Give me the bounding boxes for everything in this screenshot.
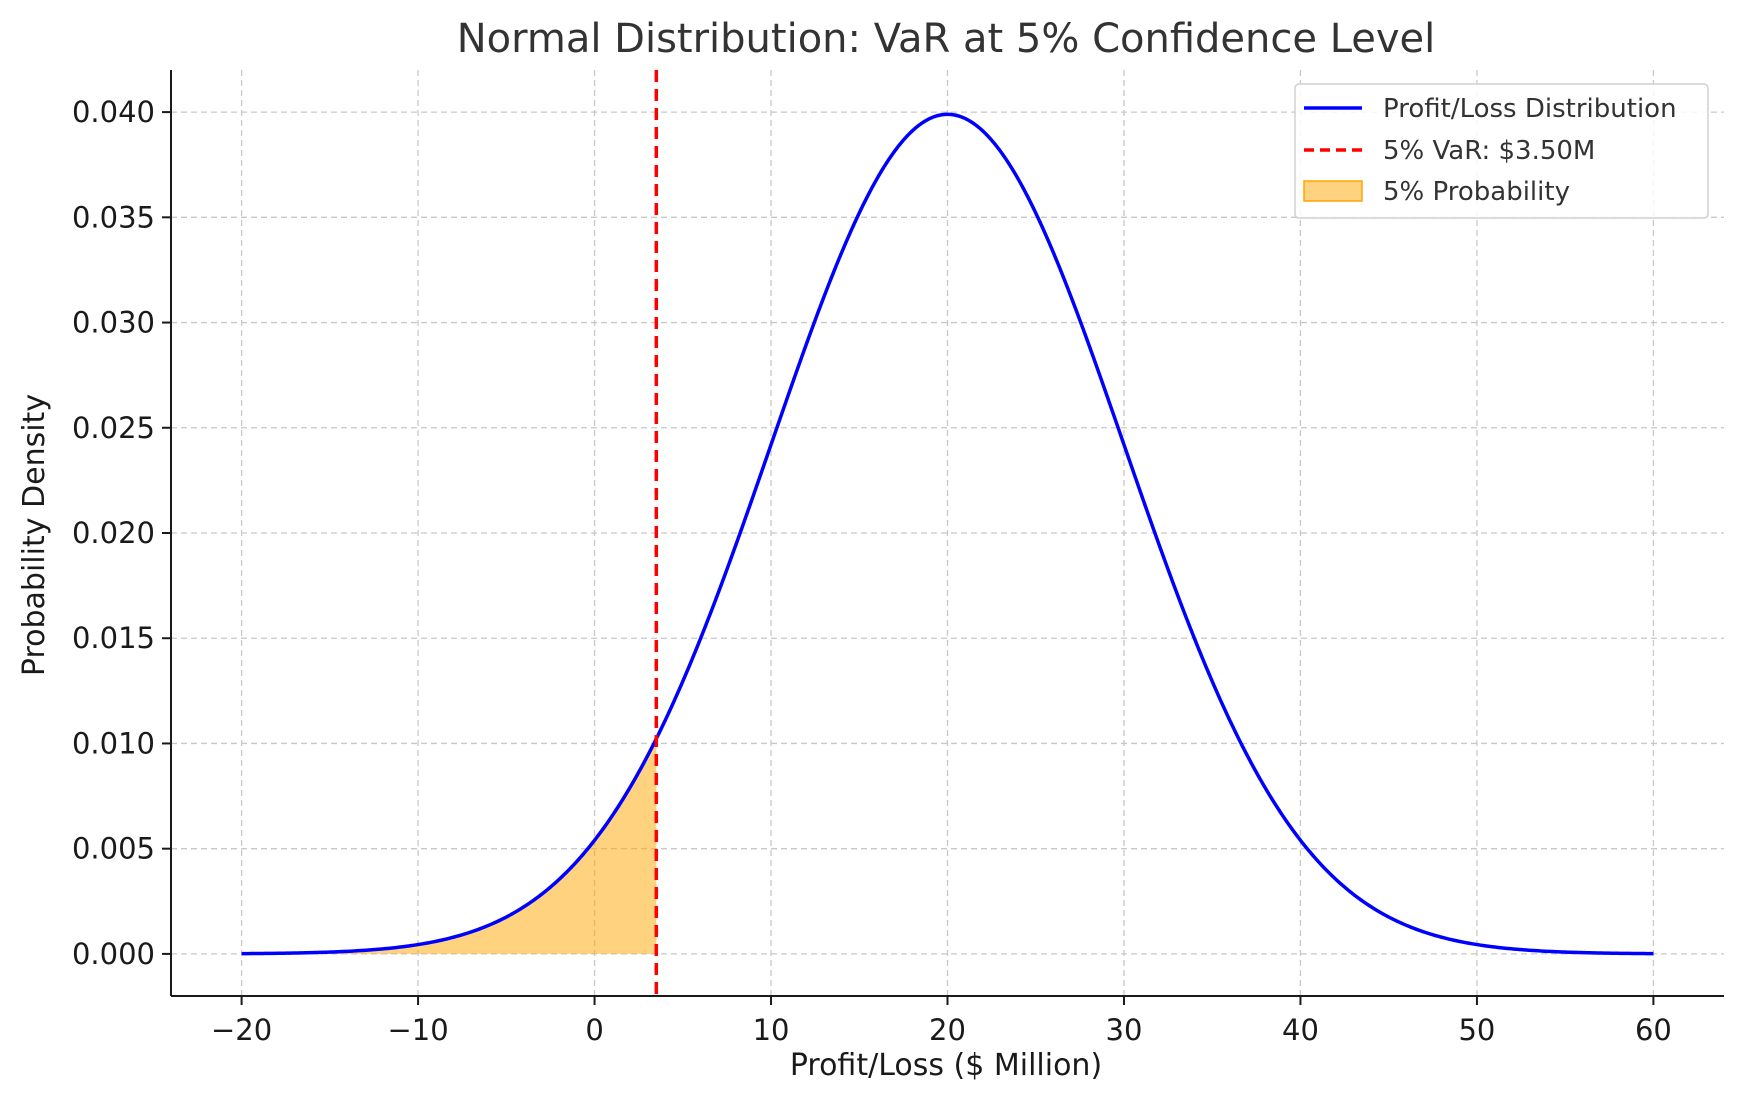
- shaded-region-5pct: [241, 738, 657, 954]
- legend-label-var: 5% VaR: $3.50M: [1383, 136, 1595, 166]
- legend-label-distribution: Profit/Loss Distribution: [1383, 94, 1677, 124]
- x-tick-label-2: 0: [585, 1013, 603, 1047]
- y-tick-label-3: 0.015: [72, 621, 155, 655]
- x-tick-label-6: 40: [1282, 1013, 1319, 1047]
- y-tick-label-1: 0.005: [72, 832, 155, 866]
- x-tick-label-7: 50: [1458, 1013, 1495, 1047]
- legend: Profit/Loss Distribution 5% VaR: $3.50M …: [1294, 83, 1709, 219]
- chart-title: Normal Distribution: VaR at 5% Confidenc…: [457, 16, 1436, 62]
- y-tick-label-7: 0.035: [72, 200, 155, 234]
- legend-label-probability: 5% Probability: [1383, 177, 1570, 207]
- x-tick-label-5: 30: [1106, 1013, 1143, 1047]
- x-tick-label-0: −20: [211, 1013, 272, 1047]
- y-tick-label-2: 0.010: [72, 726, 155, 760]
- y-tick-label-6: 0.030: [72, 306, 155, 340]
- x-ticks: −20 −10 0 10 20 30 40 50 60: [211, 996, 1672, 1047]
- legend-box: [1294, 83, 1709, 219]
- legend-swatch-probability: [1303, 180, 1363, 202]
- y-tick-label-0: 0.000: [72, 937, 155, 971]
- y-tick-label-8: 0.040: [72, 95, 155, 129]
- y-axis-label: Probability Density: [17, 394, 52, 676]
- x-tick-label-4: 20: [929, 1013, 966, 1047]
- series-line-profit-loss: [241, 112, 1654, 956]
- x-tick-label-3: 10: [753, 1013, 790, 1047]
- x-axis-label: Profit/Loss ($ Million): [790, 1048, 1102, 1083]
- y-tick-label-5: 0.025: [72, 411, 155, 445]
- y-ticks: 0.000 0.005 0.010 0.015 0.020 0.025 0.030 0.035…: [72, 95, 171, 971]
- y-tick-label-4: 0.020: [72, 516, 155, 550]
- x-tick-label-8: 60: [1635, 1013, 1672, 1047]
- x-tick-label-1: −10: [387, 1013, 448, 1047]
